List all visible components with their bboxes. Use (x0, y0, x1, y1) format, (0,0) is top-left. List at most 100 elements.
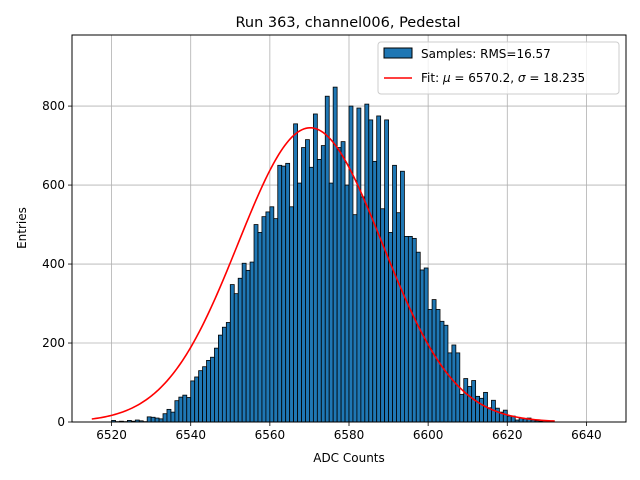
histogram-bar (328, 182, 334, 423)
y-tick-label: 0 (57, 415, 65, 429)
histogram-bar (356, 107, 362, 423)
chart-title: Run 363, channel006, Pedestal (235, 15, 460, 31)
histogram-bar (285, 162, 291, 423)
histogram-bar (340, 141, 346, 423)
histogram-bar (166, 408, 172, 423)
histogram-bar (198, 370, 203, 423)
histogram-bar (146, 416, 152, 423)
histogram-bar (297, 182, 302, 423)
histogram-bar (309, 166, 314, 423)
histogram-bar (360, 196, 366, 423)
histogram-bar (182, 394, 188, 423)
histogram-bar (178, 396, 184, 423)
histogram-bar (407, 235, 413, 423)
histogram-bar (427, 309, 433, 423)
histogram-bar (332, 86, 338, 423)
histogram-bar (352, 214, 358, 423)
x-axis-label: ADC Counts (313, 451, 385, 465)
histogram-bar (396, 212, 401, 423)
histogram-bar (384, 119, 389, 423)
histogram-bar (210, 356, 215, 423)
histogram-bar (206, 359, 211, 423)
histogram-bar (312, 113, 318, 423)
histogram-bar (348, 105, 354, 423)
histogram-bar (202, 366, 207, 423)
histogram-bar (293, 123, 298, 423)
histogram-bar (479, 397, 484, 423)
legend-box (377, 41, 620, 95)
histogram-bar (249, 261, 255, 423)
histogram-bar (344, 184, 350, 423)
legend-fit-label: Fit: μ = 6570.2, σ = 18.235 (421, 71, 585, 85)
histogram-bar (253, 224, 259, 423)
histogram-bar (214, 347, 219, 423)
histogram-bar (392, 164, 397, 423)
histogram-bar (154, 417, 160, 423)
legend-fit-sigma-value: = 18.235 (526, 71, 586, 85)
y-axis-ticks: 0 200 400 600 800 (42, 99, 72, 429)
histogram-bar (261, 216, 267, 423)
histogram-bar (174, 400, 180, 423)
y-tick-label: 400 (42, 257, 65, 271)
y-tick-label: 200 (42, 336, 65, 350)
histogram-bar (463, 378, 469, 423)
histogram-bar (506, 415, 512, 423)
x-axis-ticks: 6520 6540 6560 6580 6600 6620 6640 (96, 422, 602, 442)
histogram-bar (376, 115, 382, 423)
histogram-bar (368, 119, 374, 423)
histogram-bar (281, 165, 287, 423)
y-tick-label: 800 (42, 99, 65, 113)
legend-fit-sigma: σ (518, 71, 526, 85)
histogram-bar (305, 139, 310, 423)
legend-fit-mu-value: = 6570.2, (451, 71, 518, 85)
x-tick-label: 6620 (492, 428, 523, 442)
histogram-bar (447, 352, 453, 423)
histogram-bar (439, 320, 445, 423)
fit-curve (91, 127, 555, 422)
histogram-bar (289, 206, 294, 423)
legend: Samples: RMS=16.57 Fit: μ = 6570.2, σ = … (377, 41, 620, 95)
histogram-bar (162, 413, 168, 423)
histogram-bar (324, 95, 330, 423)
histogram-bar (170, 411, 176, 423)
histogram-bar (336, 147, 342, 423)
histogram-bar (186, 397, 192, 423)
histogram-bar (431, 299, 437, 423)
histogram-bar (316, 158, 322, 423)
histogram-bar (221, 326, 227, 423)
histogram-bar (320, 145, 326, 423)
x-tick-label: 6520 (96, 428, 127, 442)
histogram-bar (218, 334, 223, 423)
histogram-bar (459, 393, 465, 423)
histogram-bar (265, 211, 271, 423)
histogram-bar (273, 218, 279, 423)
histogram-bar (245, 269, 251, 423)
y-axis-label: Entries (15, 207, 29, 249)
x-tick-label: 6640 (571, 428, 602, 442)
histogram-bar (237, 277, 243, 423)
histogram-bar (502, 409, 508, 423)
histogram-bar (495, 407, 500, 423)
histogram-bar (415, 251, 421, 423)
histogram-bar (241, 262, 247, 423)
legend-histogram-label: Samples: RMS=16.57 (421, 47, 551, 61)
histogram-bar (301, 147, 306, 423)
histogram-bar (190, 380, 196, 423)
x-tick-label: 6600 (413, 428, 444, 442)
histogram-bar (419, 269, 425, 423)
histogram-bar (411, 237, 417, 423)
histogram-bar (194, 376, 200, 423)
histogram-bar (277, 164, 283, 423)
y-tick-label: 600 (42, 178, 65, 192)
x-tick-label: 6580 (334, 428, 365, 442)
histogram-bar (364, 103, 370, 423)
histogram-bar (257, 232, 263, 423)
histogram-bar (225, 322, 231, 423)
histogram-bar (467, 386, 473, 423)
x-tick-label: 6560 (255, 428, 286, 442)
x-tick-label: 6540 (175, 428, 206, 442)
histogram-bar (372, 160, 378, 423)
histogram-bar (269, 206, 275, 423)
histogram-bar (229, 284, 235, 423)
legend-histogram-swatch (383, 47, 413, 59)
